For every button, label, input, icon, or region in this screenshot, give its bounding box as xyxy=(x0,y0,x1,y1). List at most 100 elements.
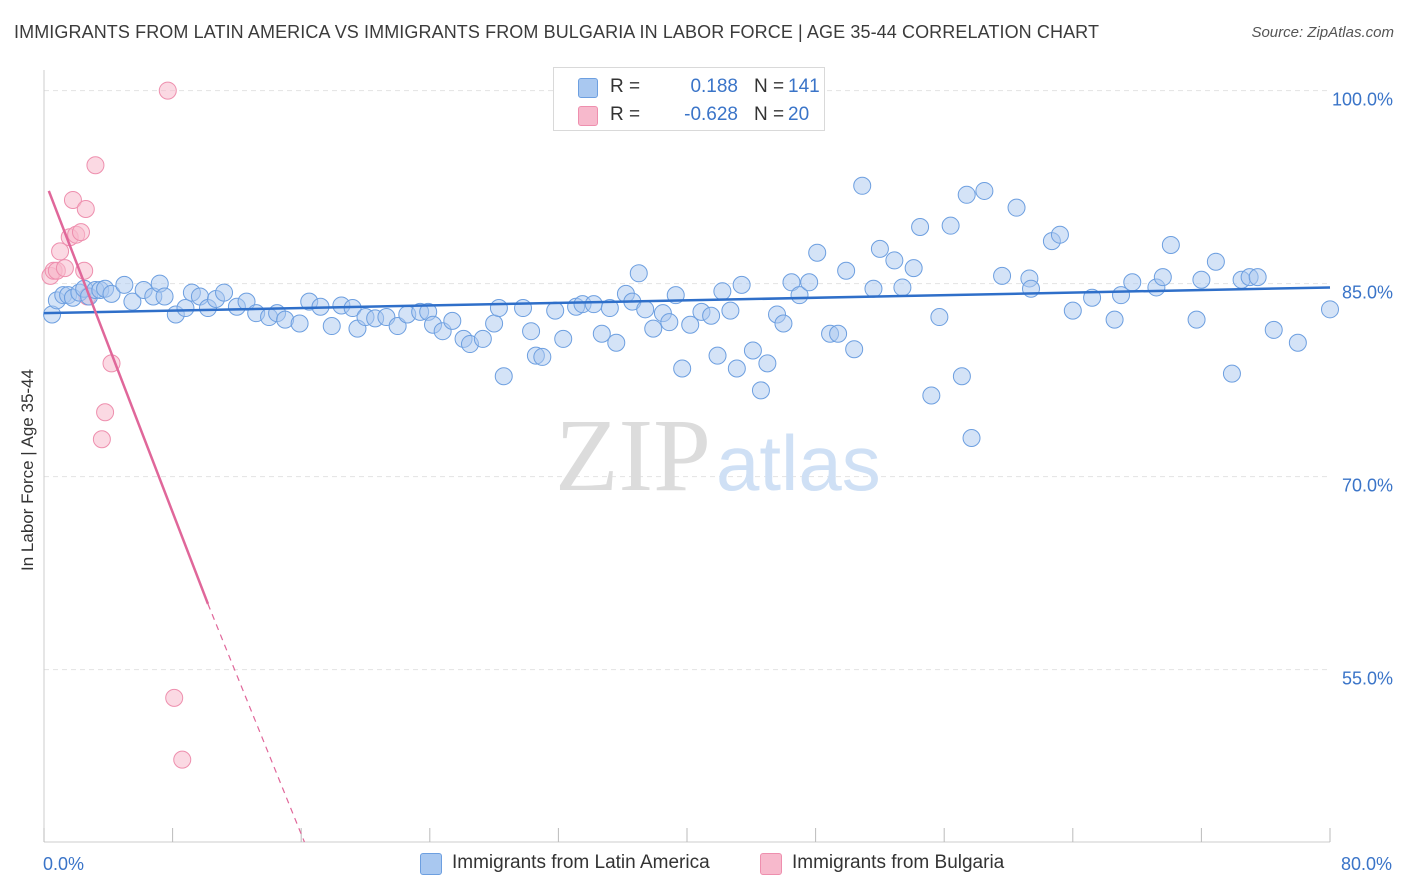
y-tick-label: 70.0% xyxy=(1342,476,1393,496)
bottom-legend-swatch-pink xyxy=(760,853,782,875)
data-point-latin-america xyxy=(853,176,872,195)
y-tick-label: 55.0% xyxy=(1342,669,1393,689)
data-point-latin-america xyxy=(751,381,770,400)
y-tick-label: 100.0% xyxy=(1332,90,1393,110)
data-point-latin-america xyxy=(808,243,827,262)
data-point-latin-america xyxy=(485,314,504,333)
legend-n-value: 141 xyxy=(788,76,820,97)
data-point-bulgaria xyxy=(165,688,184,707)
data-point-bulgaria xyxy=(51,242,70,261)
data-point-latin-america xyxy=(975,181,994,200)
blue-series-points xyxy=(43,176,1339,447)
data-point-latin-america xyxy=(644,319,663,338)
data-point-latin-america xyxy=(727,359,746,378)
data-point-latin-america xyxy=(290,314,309,333)
data-point-latin-america xyxy=(1248,268,1267,287)
data-point-latin-america xyxy=(600,299,619,318)
x-tick-label-min: 0.0% xyxy=(43,854,84,874)
data-point-latin-america xyxy=(837,261,856,280)
source-credit: Source: ZipAtlas.com xyxy=(1251,24,1394,41)
data-point-latin-america xyxy=(702,306,721,325)
data-point-bulgaria xyxy=(96,403,115,422)
x-tick-label-max: 80.0% xyxy=(1341,854,1392,874)
data-point-latin-america xyxy=(1105,310,1124,329)
data-point-latin-america xyxy=(1288,333,1307,352)
data-point-latin-america xyxy=(215,283,234,302)
bottom-legend-label-pink: Immigrants from Bulgaria xyxy=(792,852,1005,873)
data-point-latin-america xyxy=(1222,364,1241,383)
data-point-latin-america xyxy=(1007,198,1026,217)
data-point-latin-america xyxy=(743,341,762,360)
data-point-latin-america xyxy=(732,275,751,294)
data-point-latin-america xyxy=(546,301,565,320)
data-point-latin-america xyxy=(673,359,692,378)
data-point-latin-america xyxy=(904,259,923,278)
data-point-latin-america xyxy=(1264,320,1283,339)
data-point-latin-america xyxy=(681,315,700,334)
data-point-latin-america xyxy=(115,275,134,294)
data-point-latin-america xyxy=(952,367,971,386)
x-tick-labels: 0.0% 80.0% xyxy=(43,854,1392,874)
watermark-zip: ZIP xyxy=(555,398,711,513)
legend-swatch-blue xyxy=(578,78,598,98)
data-point-latin-america xyxy=(584,295,603,314)
data-point-latin-america xyxy=(1192,270,1211,289)
trendline-latin-america xyxy=(43,286,1331,315)
legend-swatch-pink xyxy=(578,106,598,126)
data-point-latin-america xyxy=(922,386,941,405)
data-point-latin-america xyxy=(1050,225,1069,244)
data-point-latin-america xyxy=(800,273,819,292)
legend-r-value: 0.188 xyxy=(690,76,738,97)
data-point-latin-america xyxy=(155,287,174,306)
data-point-latin-america xyxy=(829,324,848,343)
y-axis-label: In Labor Force | Age 35-44 xyxy=(18,369,37,571)
data-point-latin-america xyxy=(443,311,462,330)
legend-n-label: N = xyxy=(754,104,785,125)
bottom-legend-label-blue: Immigrants from Latin America xyxy=(452,852,710,873)
data-point-latin-america xyxy=(1153,268,1172,287)
data-point-bulgaria xyxy=(76,199,95,218)
trendline-bulgaria xyxy=(47,190,210,605)
data-point-latin-america xyxy=(1187,310,1206,329)
data-point-latin-america xyxy=(102,284,121,303)
data-point-latin-america xyxy=(607,333,626,352)
data-point-bulgaria xyxy=(158,81,177,100)
watermark-atlas: atlas xyxy=(716,419,881,507)
data-point-latin-america xyxy=(911,217,930,236)
data-point-latin-america xyxy=(176,299,195,318)
legend-n-label: N = xyxy=(754,76,785,97)
data-point-latin-america xyxy=(660,313,679,332)
data-point-latin-america xyxy=(864,279,883,298)
data-point-latin-america xyxy=(1063,301,1082,320)
legend-r-label: R = xyxy=(610,76,641,97)
data-point-latin-america xyxy=(957,185,976,204)
data-point-latin-america xyxy=(790,286,809,305)
data-point-latin-america xyxy=(782,273,801,292)
data-point-latin-america xyxy=(713,282,732,301)
data-point-latin-america xyxy=(708,346,727,365)
data-point-latin-america xyxy=(514,299,533,318)
data-point-latin-america xyxy=(636,300,655,319)
data-point-latin-america xyxy=(1321,300,1339,319)
data-point-latin-america xyxy=(322,317,341,336)
data-point-latin-america xyxy=(941,216,960,235)
data-point-latin-america xyxy=(1206,252,1225,271)
trend-lines xyxy=(43,190,1331,843)
data-point-latin-america xyxy=(123,292,142,311)
pink-series-points xyxy=(41,81,192,769)
data-point-bulgaria xyxy=(71,223,90,242)
data-point-latin-america xyxy=(962,428,981,447)
y-tick-label: 85.0% xyxy=(1342,283,1393,303)
data-point-latin-america xyxy=(629,264,648,283)
chart-title: IMMIGRANTS FROM LATIN AMERICA VS IMMIGRA… xyxy=(14,22,1100,42)
data-point-bulgaria xyxy=(173,750,192,769)
watermark: ZIP atlas xyxy=(555,398,881,513)
data-point-latin-america xyxy=(1161,235,1180,254)
trendline-bulgaria-extension xyxy=(207,603,305,843)
data-point-latin-america xyxy=(885,251,904,270)
data-point-latin-america xyxy=(388,317,407,336)
data-point-latin-america xyxy=(845,340,864,359)
data-point-bulgaria xyxy=(55,259,74,278)
data-point-latin-america xyxy=(893,278,912,297)
legend-r-value: -0.628 xyxy=(684,104,738,125)
